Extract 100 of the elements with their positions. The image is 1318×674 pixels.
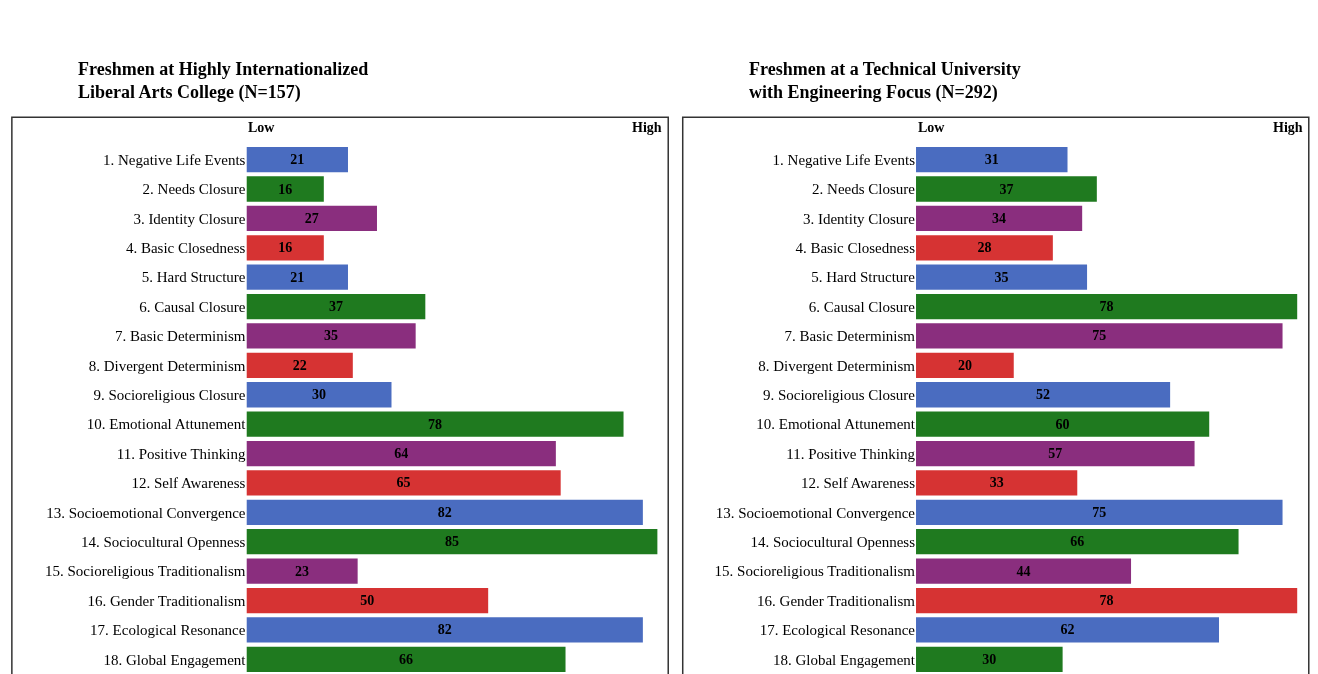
- bar: [246, 264, 348, 290]
- y-tick-label: 16. Gender Traditionalism: [757, 592, 916, 609]
- bar: [916, 499, 1283, 525]
- bar: [916, 205, 1083, 232]
- data-label: 66: [1070, 534, 1085, 550]
- y-tick-label: 4. Basic Closedness: [795, 240, 916, 257]
- bar: [246, 293, 426, 320]
- data-label: 16: [278, 240, 293, 256]
- data-label: 20: [957, 357, 972, 373]
- data-label: 23: [295, 563, 310, 579]
- y-tick-label: 7. Basic Determinism: [115, 328, 246, 345]
- y-tick-label: 3. Identity Closure: [802, 210, 916, 227]
- data-label: 85: [444, 534, 459, 550]
- data-label: 78: [1099, 299, 1114, 315]
- bar: [916, 235, 1053, 261]
- data-label: 65: [396, 475, 411, 491]
- bar: [246, 646, 566, 672]
- y-tick-label: 10. Emotional Attunement: [756, 416, 916, 433]
- y-tick-label: 8. Divergent Determinism: [88, 357, 246, 374]
- text: High: [1273, 120, 1303, 135]
- data-label: 30: [982, 651, 997, 667]
- y-tick-label: 14. Sociocultural Openness: [750, 533, 916, 550]
- y-tick-label: 8. Divergent Determinism: [758, 357, 916, 374]
- bar: [246, 617, 643, 643]
- bar: [916, 352, 1014, 378]
- bar: [916, 293, 1298, 320]
- bar: [916, 529, 1239, 555]
- y-tick-label: 1. Negative Life Events: [103, 151, 246, 168]
- bar: [916, 646, 1063, 672]
- y-tick-label: 15. Socioreligious Traditionalism: [45, 563, 246, 580]
- data-label: 78: [1099, 593, 1114, 609]
- bar: [246, 558, 358, 584]
- data-label: 37: [328, 299, 343, 315]
- bar: [916, 176, 1097, 202]
- y-tick-label: 10. Emotional Attunement: [86, 416, 247, 433]
- bar: [246, 470, 561, 496]
- bar: [916, 558, 1132, 584]
- chart-title: Freshmen at Highly Internationalized Liberal Arts College (N=157): [78, 59, 369, 104]
- data-label: 22: [292, 357, 307, 373]
- bar: [246, 499, 643, 525]
- data-label: 33: [989, 475, 1004, 491]
- y-tick-label: 16. Gender Traditionalism: [87, 592, 246, 609]
- y-tick-label: 18. Global Engagement: [772, 651, 916, 668]
- data-label: 75: [1092, 504, 1107, 520]
- y-tick-label: 17. Ecological Resonance: [90, 622, 246, 639]
- data-label: 31: [984, 152, 999, 168]
- data-label: 44: [1016, 563, 1031, 579]
- bar: [246, 587, 489, 614]
- data-label: 62: [1060, 622, 1075, 638]
- data-label: 82: [437, 622, 452, 638]
- data-label: 52: [1036, 387, 1051, 403]
- bar: [916, 146, 1068, 173]
- data-label: 30: [311, 387, 326, 403]
- y-tick-label: 9. Socioreligious Closure: [93, 387, 246, 404]
- bar: [246, 205, 377, 232]
- data-label: 75: [1092, 328, 1107, 344]
- bar: [246, 176, 324, 202]
- data-label: 82: [437, 504, 452, 520]
- y-tick-label: 6. Causal Closure: [808, 298, 916, 315]
- y-tick-label: 2. Needs Closure: [812, 181, 916, 198]
- bar: [246, 146, 348, 173]
- data-label: 35: [994, 269, 1009, 285]
- bar: [916, 323, 1283, 349]
- y-tick-label: 7. Basic Determinism: [784, 328, 916, 345]
- text: High: [632, 120, 662, 135]
- data-label: 27: [304, 210, 319, 226]
- y-tick-label: 14. Sociocultural Openness: [80, 533, 246, 550]
- data-label: 57: [1048, 446, 1063, 462]
- text: Low: [918, 120, 946, 135]
- y-tick-label: 13. Socioemotional Convergence: [715, 504, 916, 521]
- data-label: 16: [278, 181, 293, 197]
- data-label: 34: [992, 210, 1007, 226]
- data-label: 35: [324, 328, 339, 344]
- y-tick-label: 11. Positive Thinking: [786, 445, 916, 462]
- y-tick-label: 18. Global Engagement: [103, 651, 247, 668]
- y-tick-label: 5. Hard Structure: [811, 269, 916, 286]
- text: Low: [248, 120, 276, 135]
- y-tick-label: 13. Socioemotional Convergence: [46, 504, 246, 521]
- data-label: 60: [1055, 416, 1070, 432]
- y-tick-label: 3. Identity Closure: [133, 210, 246, 227]
- bar: [916, 470, 1078, 496]
- data-label: 66: [399, 651, 413, 667]
- bar: [916, 411, 1210, 437]
- y-tick-label: 17. Ecological Resonance: [759, 622, 916, 639]
- y-tick-label: 9. Socioreligious Closure: [762, 387, 916, 404]
- y-tick-label: 15. Socioreligious Traditionalism: [714, 563, 916, 580]
- data-label: 37: [999, 181, 1014, 197]
- y-tick-label: 11. Positive Thinking: [116, 445, 246, 462]
- y-tick-label: 1. Negative Life Events: [772, 151, 916, 168]
- bar: [246, 352, 353, 378]
- bar: [246, 529, 658, 555]
- y-tick-label: 6. Causal Closure: [139, 298, 246, 315]
- data-label: 78: [428, 416, 442, 432]
- y-tick-label: 2. Needs Closure: [142, 181, 246, 198]
- bar: [916, 617, 1219, 643]
- bar: [246, 440, 556, 467]
- data-label: 21: [290, 152, 305, 168]
- data-label: 28: [977, 240, 992, 256]
- bar: [246, 382, 392, 408]
- bar: [246, 323, 416, 349]
